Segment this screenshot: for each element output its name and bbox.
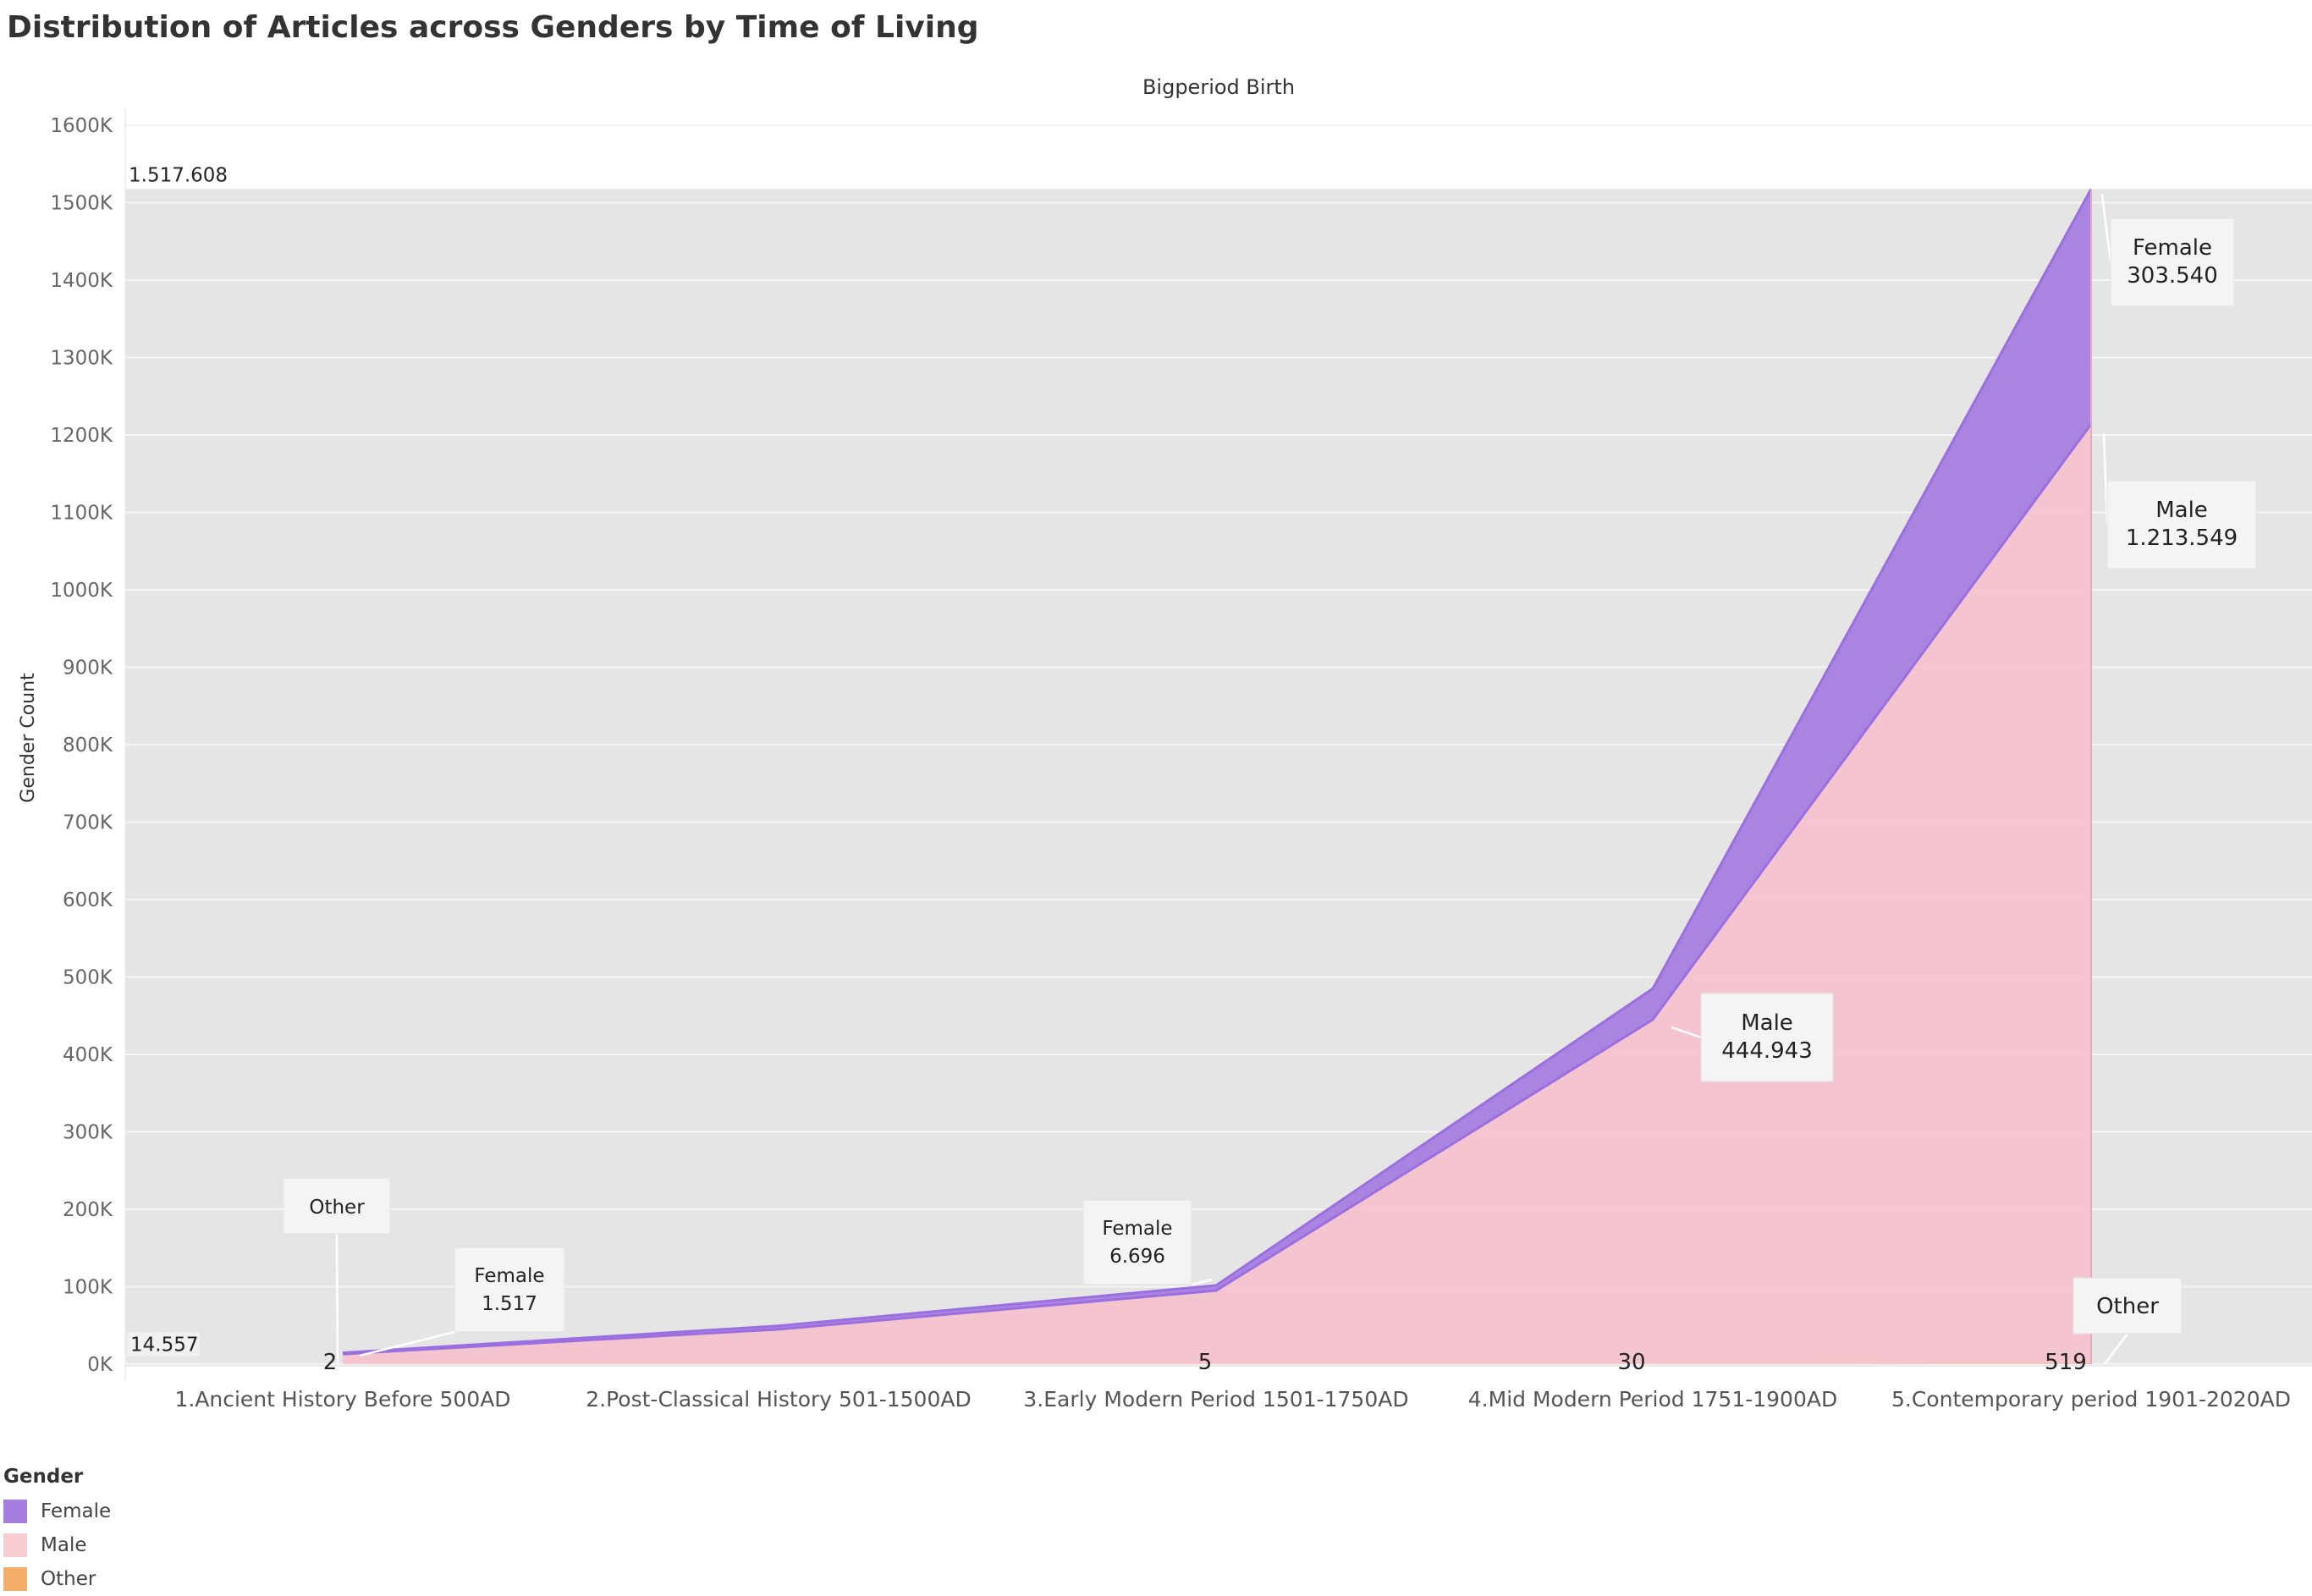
callout-female-value: 1.517 [482, 1293, 537, 1315]
line-female-top [342, 188, 2093, 1355]
other-value-label: 30 [1617, 1350, 1645, 1375]
legend-label-other: Other [41, 1568, 96, 1590]
legend-item-male[interactable]: Male [3, 1528, 111, 1562]
callout-female-label: Female [2133, 235, 2212, 261]
y-tick-label: 1600K [50, 115, 113, 137]
callout-female-leader [2100, 194, 2112, 263]
callout-other-leader [335, 1233, 339, 1363]
callout-male-box [2106, 480, 2257, 570]
callout-female-box [2110, 217, 2235, 307]
y-tick-label: 400K [63, 1044, 113, 1066]
y-tick-label: 800K [63, 735, 113, 757]
line-male-top [342, 423, 2093, 1356]
y-tick-label: 600K [63, 889, 113, 911]
callout-other-label: Other [309, 1197, 365, 1219]
legend: Gender Female Male Other [3, 1466, 111, 1596]
x-tick-label: 1.Ancient History Before 500AD [174, 1387, 510, 1412]
callout-other-leader [2104, 1333, 2128, 1365]
callout-male-leader [1671, 1026, 1702, 1039]
x-tick-label: 3.Early Modern Period 1501-1750AD [1023, 1387, 1408, 1412]
other-value-label: 2 [323, 1350, 338, 1375]
callout-other-box [283, 1177, 391, 1235]
legend-title: Gender [3, 1466, 84, 1488]
y-tick-label: 900K [63, 658, 113, 680]
other-value-label: 519 [2045, 1350, 2087, 1375]
callout-female-label: Female [474, 1265, 544, 1287]
y-tick-label: 100K [63, 1277, 113, 1299]
callout-female-leader [359, 1330, 455, 1357]
x-tick-label: 5.Contemporary period 1901-2020AD [1891, 1387, 2291, 1412]
callout-male-box [1700, 993, 1834, 1082]
callout-other-box [2073, 1277, 2183, 1335]
callout-female-value: 6.696 [1109, 1246, 1165, 1268]
y-tick-label: 1300K [50, 348, 113, 370]
callout-female-leader [1191, 1278, 1213, 1286]
callout-female-label: Female [1102, 1218, 1172, 1240]
other-value-label: 5 [1198, 1350, 1213, 1375]
callout-male-value: 444.943 [1721, 1038, 1813, 1064]
area-male[interactable] [343, 424, 2091, 1364]
legend-item-female[interactable]: Female [3, 1494, 111, 1528]
y-tick-label: 1000K [50, 580, 113, 602]
y-tick-label: 1100K [50, 503, 113, 525]
legend-label-female: Female [41, 1500, 112, 1522]
chart-title: Distribution of Articles across Genders … [7, 10, 979, 45]
legend-swatch-other [3, 1567, 27, 1591]
y-tick-label: 700K [63, 812, 113, 834]
callout-other-label: Other [2096, 1294, 2159, 1319]
y-axis-title: Gender Count [18, 673, 39, 803]
reference-band-min-label-bg [127, 1332, 200, 1357]
y-tick-label: 1500K [50, 193, 113, 215]
y-tick-label: 300K [63, 1122, 113, 1144]
y-tick-label: 200K [63, 1199, 113, 1221]
callout-male-leader [2102, 432, 2109, 526]
callout-male-value: 1.213.549 [2126, 526, 2238, 551]
legend-label-male: Male [41, 1534, 87, 1556]
callout-male-label: Male [2155, 498, 2208, 523]
legend-swatch-female [3, 1500, 27, 1523]
y-tick-label: 1200K [50, 425, 113, 447]
callout-female-box [1082, 1199, 1192, 1285]
y-tick-label: 0K [87, 1354, 113, 1376]
x-tick-label: 2.Post-Classical History 501-1500AD [586, 1387, 971, 1412]
legend-item-other[interactable]: Other [3, 1562, 111, 1596]
column-header: Bigperiod Birth [1142, 75, 1295, 99]
callout-male-label: Male [1741, 1010, 1793, 1036]
y-tick-label: 500K [63, 967, 113, 989]
x-tick-label: 4.Mid Modern Period 1751-1900AD [1468, 1387, 1837, 1412]
legend-swatch-male [3, 1533, 27, 1557]
callout-female-box [454, 1247, 565, 1333]
callout-female-value: 303.540 [2127, 263, 2218, 289]
y-tick-label: 1400K [50, 270, 113, 292]
reference-band-min-label: 14.557 [130, 1335, 198, 1357]
reference-band-max-label: 1.517.608 [129, 164, 228, 186]
